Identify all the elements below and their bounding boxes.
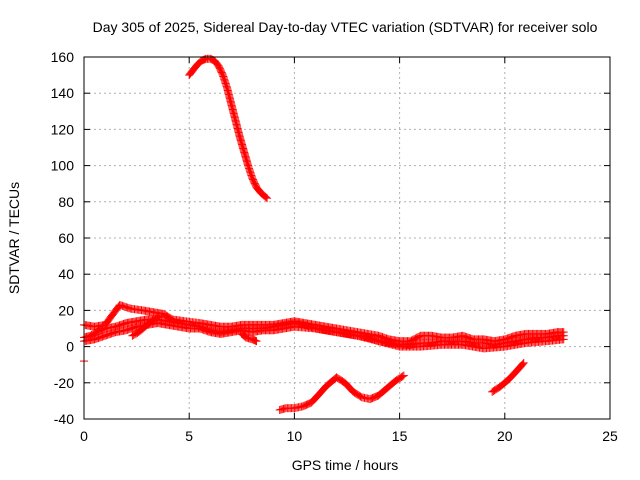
series-arc-7-8h (237, 329, 261, 346)
y-tick-label: 0 (66, 339, 74, 355)
y-tick-label: 100 (51, 158, 75, 174)
x-tick-label: 20 (497, 428, 513, 444)
y-tick-label: 20 (58, 302, 74, 318)
series-arc-main-lower (80, 319, 568, 353)
y-tick-label: -20 (54, 375, 74, 391)
series-arc-ramp-2h (128, 311, 164, 340)
x-tick-label: 10 (287, 428, 303, 444)
y-tick-label: 160 (51, 49, 75, 65)
y-tick-label: 40 (58, 266, 74, 282)
chart-title: Day 305 of 2025, Sidereal Day-to-day VTE… (93, 19, 598, 35)
y-axis-label: SDTVAR / TECUs (6, 182, 22, 294)
axis-ticks: 0 5 10 15 20 25 -40 -20 0 20 40 60 80 100 120 140 160 (51, 49, 618, 444)
y-tick-label: 120 (51, 121, 75, 137)
series-arc-spike (185, 54, 272, 203)
y-tick-label: 60 (58, 230, 74, 246)
x-tick-label: 15 (392, 428, 408, 444)
x-tick-label: 25 (602, 428, 618, 444)
data-marks (80, 54, 568, 414)
x-tick-label: 0 (80, 428, 88, 444)
series-arc-neg-1 (275, 371, 408, 414)
series-arc-neg-2 (488, 358, 528, 396)
grid-lines (84, 57, 610, 419)
y-tick-label: 140 (51, 85, 75, 101)
y-tick-label: -40 (54, 411, 74, 427)
x-axis-label: GPS time / hours (292, 457, 399, 473)
plot-frame (83, 56, 611, 420)
y-tick-label: 80 (58, 194, 74, 210)
x-tick-label: 5 (185, 428, 193, 444)
